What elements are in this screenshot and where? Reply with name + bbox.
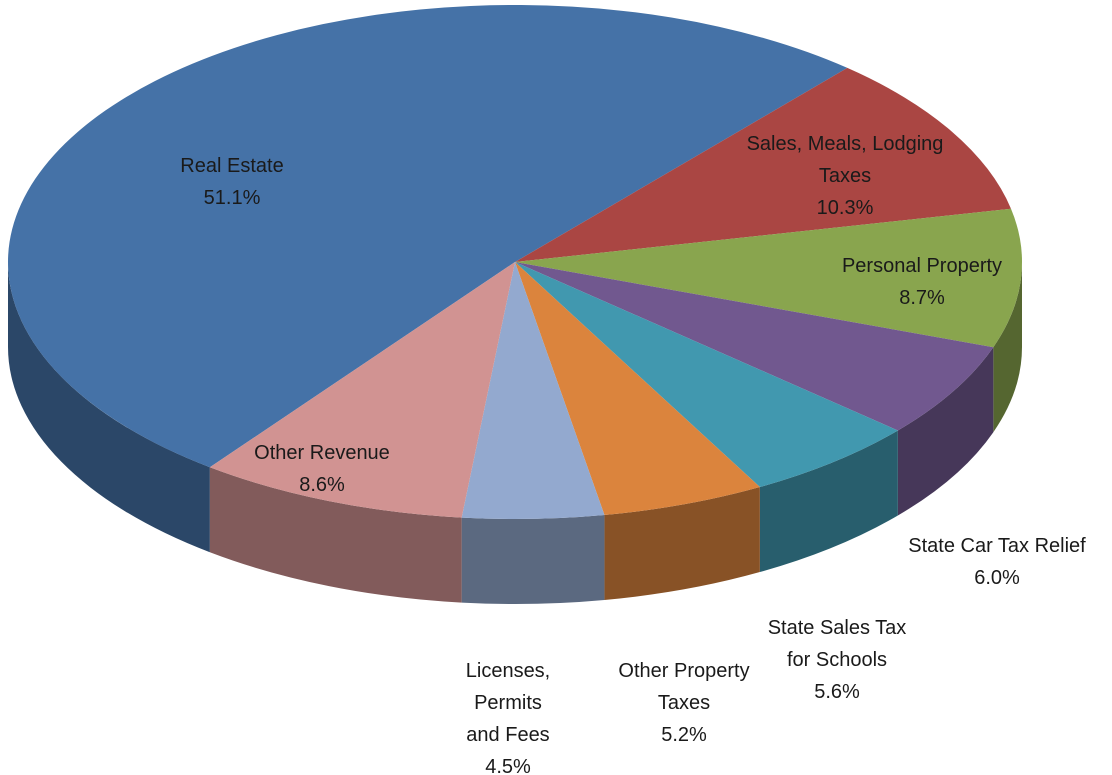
- slice: [515, 208, 1022, 348]
- data-label: State Sales Tax for Schools 5.6%: [757, 612, 917, 708]
- slice: [515, 262, 760, 515]
- value-label: 5.6%: [814, 681, 860, 703]
- value-label: 8.6%: [299, 474, 345, 496]
- category-label: Licenses, Permits and Fees: [465, 660, 551, 746]
- data-label: Personal Property 8.7%: [802, 250, 1042, 314]
- slice-side: [604, 487, 760, 600]
- category-label: Other Revenue: [254, 442, 390, 464]
- slice: [209, 262, 516, 518]
- data-label: Real Estate 51.1%: [132, 150, 332, 214]
- slice: [515, 262, 994, 431]
- data-label: Sales, Meals, Lodging Taxes 10.3%: [720, 128, 970, 224]
- value-label: 5.2%: [661, 724, 707, 746]
- slice-side: [461, 514, 605, 604]
- category-label: Real Estate: [180, 155, 284, 177]
- slice: [515, 67, 1011, 263]
- slice-side: [209, 467, 462, 603]
- data-label: Licenses, Permits and Fees 4.5%: [458, 655, 558, 775]
- category-label: State Car Tax Relief: [908, 535, 1086, 557]
- data-label: State Car Tax Relief 6.0%: [882, 530, 1112, 594]
- slice: [8, 5, 848, 468]
- value-label: 6.0%: [974, 567, 1020, 589]
- slice-side: [993, 262, 1022, 433]
- value-label: 8.7%: [899, 287, 945, 309]
- slice: [515, 262, 898, 488]
- data-label: Other Revenue 8.6%: [222, 437, 422, 501]
- value-label: 4.5%: [485, 756, 531, 775]
- slice: [461, 262, 605, 519]
- slice-side: [8, 262, 210, 553]
- category-label: Other Property Taxes: [618, 660, 750, 714]
- category-label: Sales, Meals, Lodging Taxes: [746, 133, 944, 187]
- value-label: 51.1%: [203, 187, 261, 209]
- value-label: 10.3%: [816, 197, 874, 219]
- data-label: Other Property Taxes 5.2%: [609, 655, 759, 751]
- category-label: Personal Property: [841, 255, 1003, 277]
- category-label: State Sales Tax for Schools: [767, 617, 907, 671]
- slice-side: [897, 347, 994, 516]
- slice-side: [759, 430, 898, 573]
